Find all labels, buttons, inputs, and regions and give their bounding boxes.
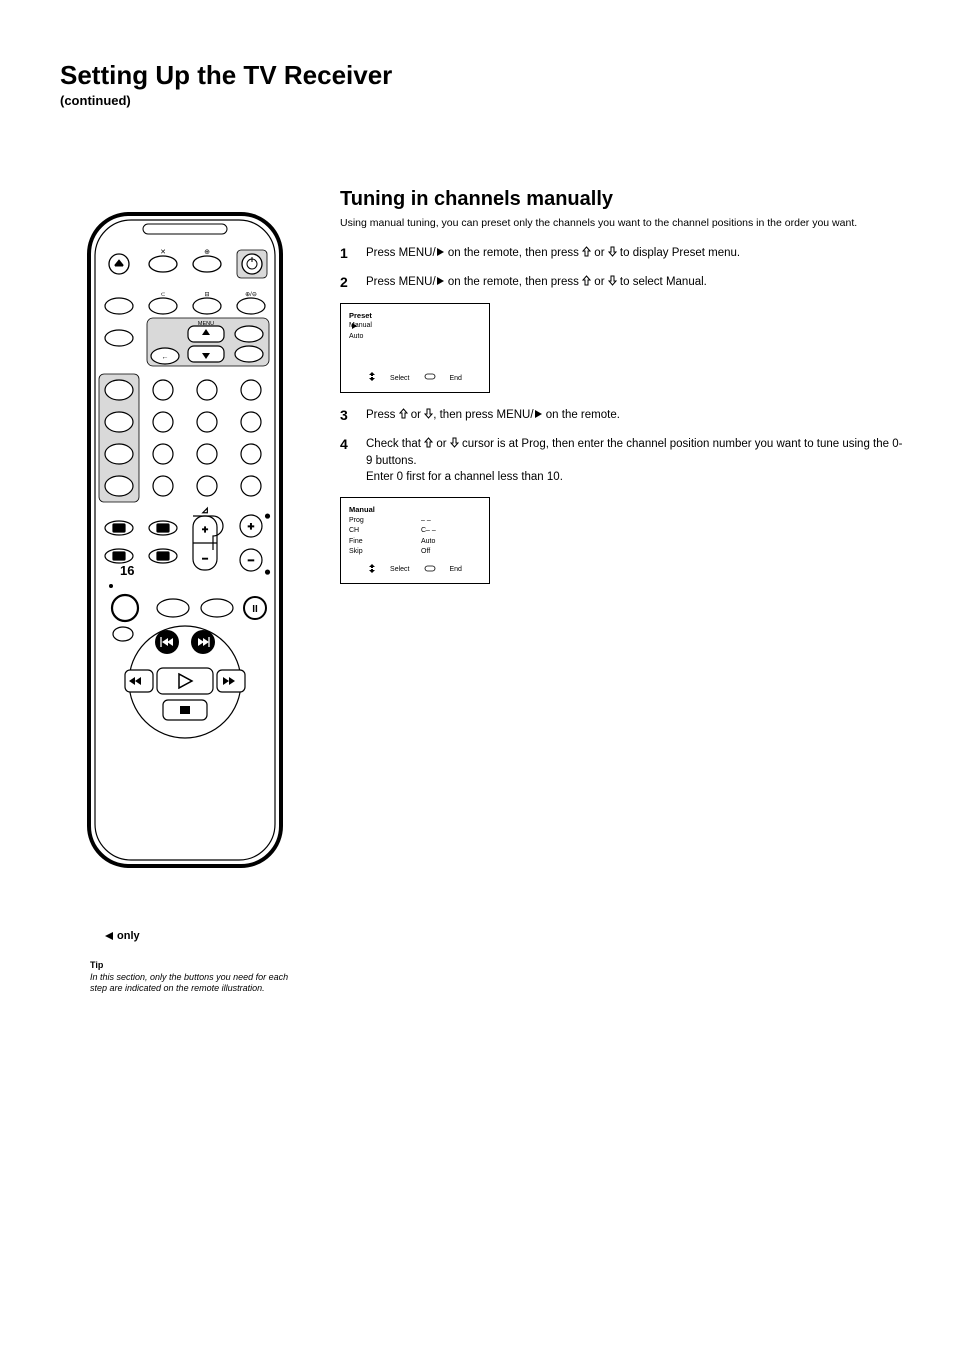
updown-glyph xyxy=(368,372,376,386)
menu-glyph xyxy=(424,373,436,385)
svg-text:II: II xyxy=(252,604,258,615)
osd-row: Prog – – xyxy=(349,516,481,527)
play-icon xyxy=(436,246,445,262)
svg-text:⊖: ⊖ xyxy=(265,570,270,576)
osd-footer: Select End xyxy=(349,564,481,578)
osd-label: Skip xyxy=(349,547,421,558)
footer-text: End xyxy=(450,565,462,576)
osd-value: Off xyxy=(421,547,481,558)
svg-text:⊕/⊖: ⊕/⊖ xyxy=(245,292,257,298)
osd-label: Prog xyxy=(349,516,421,527)
svg-text:⊕: ⊕ xyxy=(265,514,270,520)
step-text: Press or , then press MENU/ on the remot… xyxy=(366,407,904,424)
osd-preset-menu: Preset Manual Auto Select End xyxy=(340,303,490,393)
page-subtitle: (continued) xyxy=(60,93,904,108)
osd-row: Skip Off xyxy=(349,547,481,558)
svg-text:⊟: ⊟ xyxy=(204,292,209,298)
osd-title: Preset xyxy=(349,310,481,321)
step-3: 3 Press or , then press MENU/ on the rem… xyxy=(340,407,904,424)
svg-text:+: + xyxy=(248,521,254,533)
manual-page: Setting Up the TV Receiver (continued) ✕… xyxy=(0,0,954,638)
osd-value xyxy=(421,332,481,343)
osd-row: CH C– – xyxy=(349,526,481,537)
step-number: 2 xyxy=(340,274,366,291)
play-icon xyxy=(534,408,543,424)
play-icon xyxy=(436,275,445,291)
step-number: 1 xyxy=(340,245,366,262)
step-2: 2 Press MENU/ on the remote, then press … xyxy=(340,274,904,291)
up-arrow-icon xyxy=(582,246,591,262)
caption-body: In this section, only the buttons you ne… xyxy=(90,972,288,994)
svg-text:⊕: ⊕ xyxy=(204,249,210,256)
osd-manual-menu: Manual Prog – – CH C– – Fine Auto Skip O… xyxy=(340,497,490,584)
intro-text: Using manual tuning, you can preset only… xyxy=(340,217,904,229)
cursor-icon xyxy=(352,323,357,329)
step-text: Press MENU/ on the remote, then press or… xyxy=(366,245,904,262)
caption-bold: Tip xyxy=(90,960,103,970)
updown-glyph xyxy=(368,564,376,578)
svg-text:←: ← xyxy=(162,354,169,361)
osd-footer: Select End xyxy=(349,372,481,386)
osd-value xyxy=(421,321,481,332)
osd-row: Auto xyxy=(349,332,481,343)
header: Setting Up the TV Receiver (continued) xyxy=(50,60,904,108)
osd-label: Fine xyxy=(349,537,421,548)
step-4: 4 Check that or cursor is at Prog, then … xyxy=(340,436,904,485)
down-arrow-icon xyxy=(608,246,617,262)
osd-row: Fine Auto xyxy=(349,537,481,548)
step-1: 1 Press MENU/ on the remote, then press … xyxy=(340,245,904,262)
arrow-left-icon xyxy=(105,932,113,940)
up-arrow-icon xyxy=(399,408,408,424)
svg-text:✕: ✕ xyxy=(160,249,166,256)
osd-value: Auto xyxy=(421,537,481,548)
step-text: Press MENU/ on the remote, then press or… xyxy=(366,274,904,291)
remote-caption: Tip In this section, only the buttons yo… xyxy=(90,960,300,995)
menu-glyph xyxy=(424,565,436,577)
page-title: Setting Up the TV Receiver xyxy=(60,60,904,91)
page-number: 16 xyxy=(120,563,134,578)
remote-callout: only xyxy=(105,930,140,942)
svg-text:+: + xyxy=(202,525,208,536)
step-text: Check that or cursor is at Prog, then en… xyxy=(366,436,904,485)
down-arrow-icon xyxy=(424,408,433,424)
svg-text:−: − xyxy=(248,555,254,567)
footer-text: Select xyxy=(390,565,409,576)
down-arrow-icon xyxy=(450,437,459,453)
osd-title: Manual xyxy=(349,504,481,515)
svg-text:⊂: ⊂ xyxy=(160,292,165,298)
step-number: 4 xyxy=(340,436,366,485)
osd-label: CH xyxy=(349,526,421,537)
osd-row: Manual xyxy=(349,321,481,332)
osd-label: Manual xyxy=(349,321,421,332)
footer-text: End xyxy=(450,374,462,385)
osd-value: C– – xyxy=(421,526,481,537)
down-arrow-icon xyxy=(608,275,617,291)
up-arrow-icon xyxy=(424,437,433,453)
remote-illustration: ✕ ⊕ ⊂ ⊟ ⊕/⊖ MENU xyxy=(85,210,285,873)
remote-svg: ✕ ⊕ ⊂ ⊟ ⊕/⊖ MENU xyxy=(85,210,285,870)
section-title: Tuning in channels manually xyxy=(340,188,904,211)
up-arrow-icon xyxy=(582,275,591,291)
osd-label: Auto xyxy=(349,332,421,343)
osd-value: – – xyxy=(421,516,481,527)
svg-text:−: − xyxy=(202,554,208,565)
svg-text:◢: ◢ xyxy=(203,508,208,514)
callout-text: only xyxy=(117,930,140,942)
step-number: 3 xyxy=(340,407,366,424)
footer-text: Select xyxy=(390,374,409,385)
